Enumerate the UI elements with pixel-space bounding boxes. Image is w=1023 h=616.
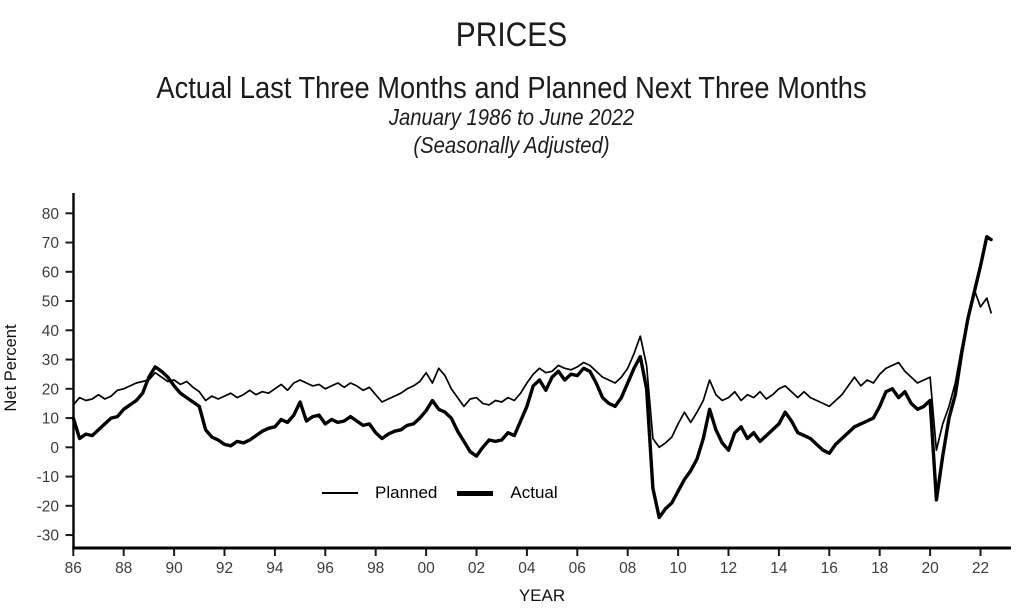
y-tick-label: -20 xyxy=(37,498,60,515)
date-range-label: January 1986 to June 2022 xyxy=(388,104,635,130)
x-tick-label: 98 xyxy=(367,560,384,577)
x-tick-label: 12 xyxy=(720,560,737,577)
x-tick-label: 20 xyxy=(921,560,939,577)
x-axis-title: YEAR xyxy=(519,586,565,605)
x-tick-label: 04 xyxy=(518,560,536,577)
x-tick-label: 18 xyxy=(871,560,888,577)
y-tick-label: -30 xyxy=(37,528,60,545)
x-tick-label: 14 xyxy=(770,560,788,577)
x-tick-label: 88 xyxy=(115,560,132,577)
x-tick-label: 90 xyxy=(165,560,183,577)
actual-line-key-icon xyxy=(457,490,494,496)
y-tick-label: 40 xyxy=(42,323,60,340)
x-tick-label: 22 xyxy=(972,560,989,577)
legend-actual-label: Actual xyxy=(510,483,558,502)
x-tick-label: 96 xyxy=(317,560,334,577)
y-tick-label: -10 xyxy=(37,469,60,486)
x-tick-label: 92 xyxy=(216,560,233,577)
x-tick-label: 02 xyxy=(468,560,485,577)
y-tick-label: 60 xyxy=(42,264,60,281)
series-line-planned xyxy=(72,288,992,452)
legend-planned-label: Planned xyxy=(375,483,438,502)
page-title: PRICES xyxy=(455,16,568,54)
x-tick-label: 06 xyxy=(569,560,586,577)
y-tick-label: 70 xyxy=(42,235,60,252)
y-tick-label: 30 xyxy=(42,352,60,369)
y-tick-label: 10 xyxy=(42,411,60,428)
y-axis-title: Net Percent xyxy=(2,324,20,412)
x-tick-label: 86 xyxy=(65,560,82,577)
chart-legend: Planned Actual xyxy=(322,483,558,503)
seasonal-adjustment-note: (Seasonally Adjusted) xyxy=(413,132,610,158)
y-tick-label: 20 xyxy=(42,381,60,398)
x-tick-label: 08 xyxy=(619,560,636,577)
x-tick-label: 10 xyxy=(669,560,687,577)
y-tick-label: 50 xyxy=(42,294,60,311)
planned-line-key-icon xyxy=(322,492,358,494)
series-line-actual xyxy=(71,234,993,520)
x-tick-label: 16 xyxy=(821,560,838,577)
x-tick-label: 94 xyxy=(266,560,284,577)
y-tick-label: 80 xyxy=(42,206,60,223)
x-tick-label: 00 xyxy=(417,560,435,577)
chart-subtitle: Actual Last Three Months and Planned Nex… xyxy=(156,70,867,105)
y-tick-label: 0 xyxy=(50,440,59,457)
